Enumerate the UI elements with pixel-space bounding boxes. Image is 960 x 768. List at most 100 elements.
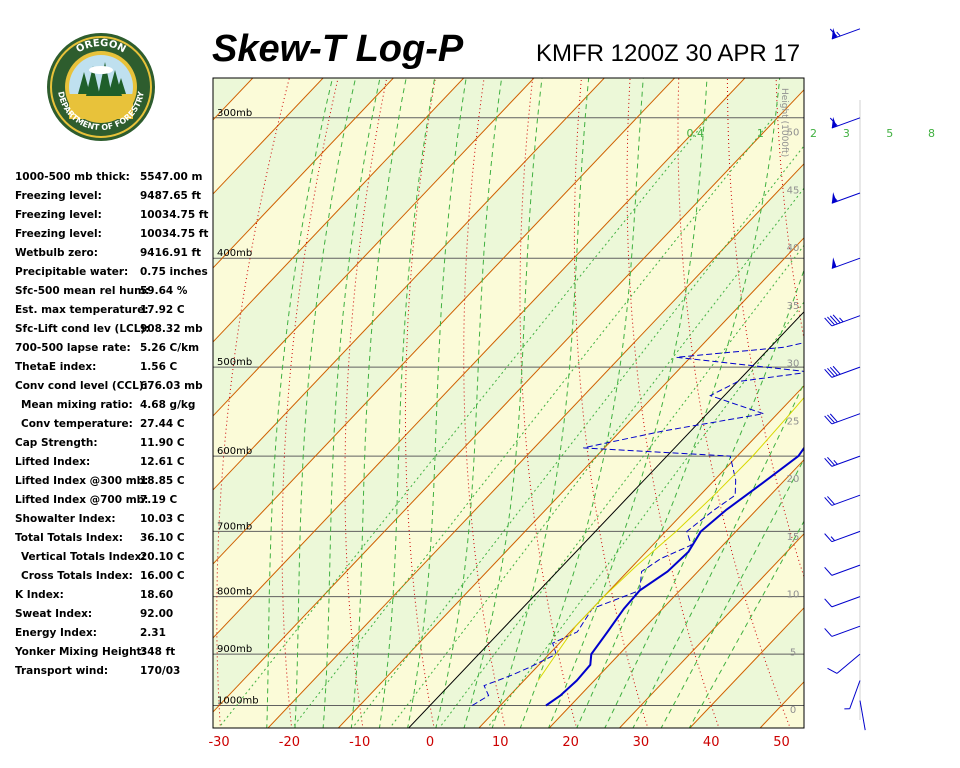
moist-adiabat <box>604 268 804 728</box>
barb-flag <box>832 365 841 375</box>
index-label: Mean mixing ratio: <box>21 399 133 411</box>
moist-adiabat <box>266 78 334 728</box>
barb-staff <box>831 625 861 637</box>
isotherm-line <box>618 533 804 728</box>
barb-staff <box>831 257 861 269</box>
wind-barb <box>844 680 861 710</box>
index-value: 20.10 C <box>140 551 185 563</box>
barb-flag <box>824 368 833 378</box>
x-tick-label: 10 <box>492 735 509 750</box>
index-label: Lifted Index @300 mb: <box>15 475 149 487</box>
barb-staff <box>831 315 861 327</box>
barb-half-flag <box>839 317 844 323</box>
index-label: Est. max temperature: <box>15 304 149 316</box>
barb-flag <box>824 457 833 467</box>
index-row: Lifted Index @300 mb: 18.85 C <box>15 472 215 491</box>
index-row: Precipitable water: 0.75 inches <box>15 263 215 282</box>
mixing-ratio-label: 5 <box>886 127 893 140</box>
x-tick-label: 30 <box>633 735 650 750</box>
barb-staff <box>831 28 861 40</box>
plot-border <box>212 77 805 729</box>
wind-barb <box>824 494 861 506</box>
x-tick-label: -20 <box>279 735 300 750</box>
dry-adiabat <box>867 0 960 729</box>
barb-pennant <box>831 27 837 40</box>
isotherm-band <box>213 78 804 712</box>
isotherm-line <box>213 78 746 639</box>
wind-barb <box>824 625 861 637</box>
isotherm-line <box>213 78 324 195</box>
index-value: 9416.91 ft <box>140 247 202 259</box>
index-value: 92.00 <box>140 608 174 620</box>
barb-staff <box>831 366 861 378</box>
barb-flag <box>827 667 838 674</box>
barb-staff <box>831 455 861 467</box>
height-tick-label: 0 <box>790 705 796 716</box>
index-label: Precipitable water: <box>15 266 129 278</box>
moist-adiabat <box>435 78 503 728</box>
isotherm-band <box>213 89 804 728</box>
dry-adiabat <box>911 0 960 729</box>
x-tick-label: 50 <box>773 735 790 750</box>
wind-barb <box>831 192 861 204</box>
barb-pennant <box>831 257 837 269</box>
index-row: Sfc-500 mean rel hum: 59.64 % <box>15 282 215 301</box>
wind-barb <box>824 455 861 467</box>
moist-adiabat <box>350 78 407 728</box>
isotherm-line <box>213 78 465 343</box>
pressure-label: 800mb <box>217 587 252 598</box>
height-tick-label: 20 <box>787 474 800 485</box>
mixing-ratio-line <box>389 187 804 728</box>
index-value: 10034.75 ft <box>140 228 209 240</box>
pressure-label: 700mb <box>217 521 252 532</box>
barb-staff <box>831 494 861 506</box>
index-row: Energy Index: 2.31 <box>15 624 215 643</box>
index-label: Conv cond level (CCL): <box>15 380 148 392</box>
index-row: Sfc-Lift cond lev (LCL): 908.32 mb <box>15 320 215 339</box>
wind-barb <box>829 116 861 129</box>
barb-flag <box>824 497 833 506</box>
barb-flag <box>827 456 836 466</box>
wind-barb <box>824 530 861 543</box>
index-label: Freezing level: <box>15 209 102 221</box>
index-label: 700-500 lapse rate: <box>15 342 131 354</box>
index-row: Wetbulb zero: 9416.91 ft <box>15 244 215 263</box>
pressure-label: 500mb <box>217 357 252 368</box>
height-tick-label: 10 <box>787 590 800 601</box>
index-label: Sfc-500 mean rel hum: <box>15 285 150 297</box>
index-label: K Index: <box>15 589 64 601</box>
height-tick-label: 5 <box>790 647 796 658</box>
index-label: Sweat Index: <box>15 608 93 620</box>
barb-flag <box>827 414 836 424</box>
index-label: Showalter Index: <box>15 513 116 525</box>
moist-adiabat <box>378 78 436 728</box>
barb-flag <box>832 314 841 324</box>
barb-flag <box>824 628 833 637</box>
index-value: 9487.65 ft <box>140 190 202 202</box>
moist-adiabat <box>519 78 644 728</box>
index-row: Cap Strength: 11.90 C <box>15 434 215 453</box>
index-row: Vertical Totals Index: 20.10 C <box>15 548 215 567</box>
height-tick-label: 25 <box>787 416 800 427</box>
barb-staff <box>831 413 861 425</box>
index-row: Yonker Mixing Height: 348 ft <box>15 643 215 662</box>
isotherm-line <box>267 163 804 728</box>
moist-adiabat <box>491 78 590 728</box>
wind-barb <box>827 653 861 674</box>
barb-staff <box>849 680 861 709</box>
index-label: Energy Index: <box>15 627 97 639</box>
barb-staff <box>831 596 861 608</box>
x-tick-label: -30 <box>208 735 229 750</box>
isotherm-line <box>213 78 676 565</box>
mixing-ratio-line <box>486 301 804 728</box>
index-row: ThetaE index: 1.56 C <box>15 358 215 377</box>
barb-flag <box>829 315 838 325</box>
barb-flag <box>829 366 838 376</box>
index-value: 348 ft <box>140 646 176 658</box>
height-tick-label: 30 <box>787 359 800 370</box>
mixing-ratio-label: 3 <box>843 127 850 140</box>
wind-barb <box>824 365 861 378</box>
moist-adiabat <box>322 78 381 728</box>
index-label: Transport wind: <box>15 665 109 677</box>
